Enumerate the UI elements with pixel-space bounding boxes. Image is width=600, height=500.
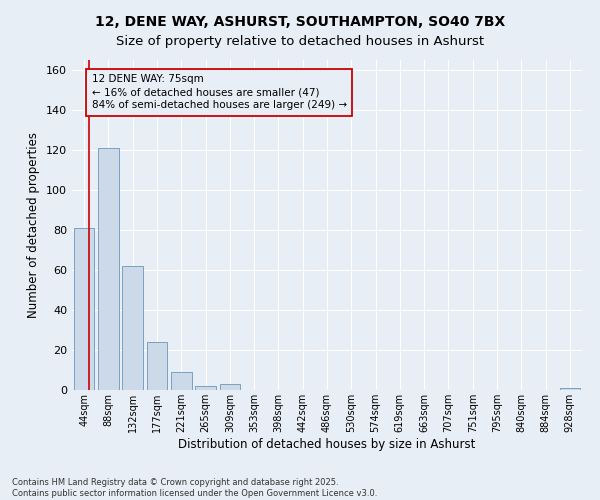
- Bar: [74, 228, 94, 390]
- Bar: [560, 388, 580, 390]
- Bar: [171, 372, 191, 390]
- Bar: [146, 342, 167, 390]
- Bar: [98, 148, 119, 390]
- Bar: [195, 386, 216, 390]
- Text: Contains HM Land Registry data © Crown copyright and database right 2025.
Contai: Contains HM Land Registry data © Crown c…: [12, 478, 377, 498]
- Text: Size of property relative to detached houses in Ashurst: Size of property relative to detached ho…: [116, 35, 484, 48]
- X-axis label: Distribution of detached houses by size in Ashurst: Distribution of detached houses by size …: [178, 438, 476, 450]
- Bar: [122, 266, 143, 390]
- Bar: [220, 384, 240, 390]
- Text: 12, DENE WAY, ASHURST, SOUTHAMPTON, SO40 7BX: 12, DENE WAY, ASHURST, SOUTHAMPTON, SO40…: [95, 15, 505, 29]
- Text: 12 DENE WAY: 75sqm
← 16% of detached houses are smaller (47)
84% of semi-detache: 12 DENE WAY: 75sqm ← 16% of detached hou…: [92, 74, 347, 110]
- Y-axis label: Number of detached properties: Number of detached properties: [28, 132, 40, 318]
